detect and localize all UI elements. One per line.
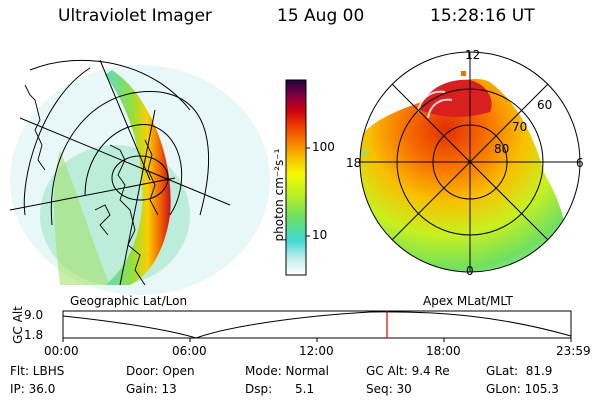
auroral-oval-arc bbox=[105, 70, 171, 285]
date-label: 15 Aug 00 bbox=[277, 6, 365, 26]
status-glat: GLat: 81.9 bbox=[486, 364, 553, 378]
mlt-label-12: 12 bbox=[465, 48, 481, 62]
colorbar-tick-10: 10 bbox=[312, 228, 328, 242]
polar-grid bbox=[359, 51, 581, 273]
status-dsp: Dsp: 5.1 bbox=[245, 382, 315, 396]
orbit-xtick-1800: 18:00 bbox=[426, 344, 461, 358]
orbit-frame bbox=[62, 310, 572, 339]
geo-grid bbox=[9, 59, 231, 286]
orbit-ytick-1.8: 1.8 bbox=[24, 328, 44, 342]
status-seq: Seq: 30 bbox=[366, 382, 412, 396]
instrument-title: Ultraviolet Imager bbox=[58, 6, 212, 26]
coastlines bbox=[24, 84, 159, 286]
apex-caption: Apex MLat/MLT bbox=[423, 294, 513, 308]
colorbar bbox=[285, 79, 310, 276]
orbit-altitude-curve bbox=[62, 311, 572, 339]
geographic-caption: Geographic Lat/Lon bbox=[70, 294, 188, 308]
status-ip: IP: 36.0 bbox=[10, 382, 56, 396]
time-label: 15:28:16 UT bbox=[430, 6, 535, 26]
orbit-xtick-0600: 06:00 bbox=[172, 344, 207, 358]
polar-panel bbox=[359, 51, 581, 273]
colorbar-unit-label: photon cm⁻²s⁻¹ bbox=[272, 148, 286, 242]
dayside-emission bbox=[54, 150, 110, 285]
orbit-ticks bbox=[62, 338, 572, 342]
orbit-xtick-2359: 23:59 bbox=[556, 344, 591, 358]
patch-pixel bbox=[362, 150, 368, 155]
orbit-plot bbox=[62, 310, 572, 342]
colorbar-gradient bbox=[285, 79, 307, 276]
mlt-label-0: 0 bbox=[466, 264, 474, 278]
orbit-ytick-9: 9.0 bbox=[24, 308, 44, 322]
status-gain: Gain: 13 bbox=[126, 382, 177, 396]
mlat-label-80: 80 bbox=[494, 142, 510, 156]
status-door: Door: Open bbox=[126, 364, 195, 378]
status-glon: GLon: 105.3 bbox=[486, 382, 559, 396]
orbit-ylabel: GC Alt bbox=[11, 306, 25, 344]
mlt-label-18: 18 bbox=[346, 156, 362, 170]
geographic-panel bbox=[9, 59, 270, 295]
orbit-xtick-0000: 00:00 bbox=[44, 344, 79, 358]
mlat-label-70: 70 bbox=[512, 120, 528, 134]
mlt-label-6: 6 bbox=[576, 156, 584, 170]
status-mode: Mode: Normal bbox=[245, 364, 329, 378]
mlat-label-60: 60 bbox=[537, 98, 553, 112]
status-filter: Flt: LBHS bbox=[10, 364, 65, 378]
orbit-xtick-1200: 12:00 bbox=[299, 344, 334, 358]
colorbar-tick-100: 100 bbox=[312, 140, 335, 154]
status-gc-alt: GC Alt: 9.4 Re bbox=[366, 364, 450, 378]
cusp-pixel bbox=[461, 71, 466, 76]
